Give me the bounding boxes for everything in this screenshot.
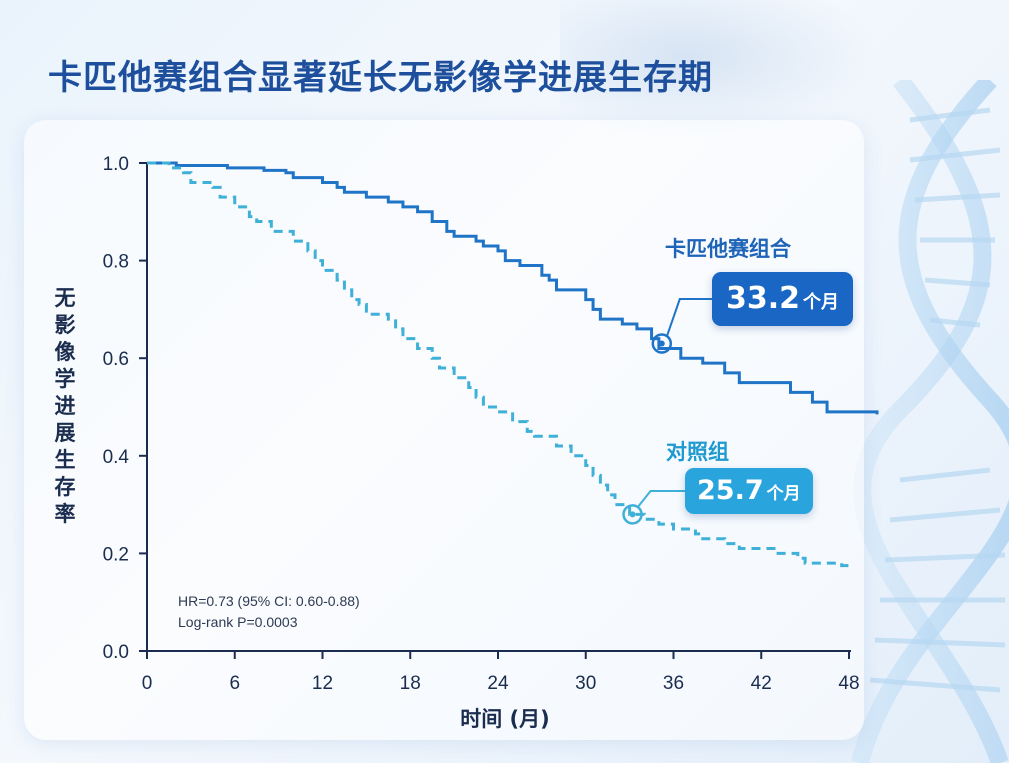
x-tick-label: 48: [838, 673, 859, 694]
legend-combo-label: 卡匹他赛组合: [665, 237, 791, 261]
stats-box: HR=0.73 (95% CI: 0.60-0.88) Log-rank P=0…: [178, 591, 360, 633]
dna-helix-decoration: [851, 80, 1009, 763]
x-tick-label: 42: [751, 673, 772, 694]
combo-median-marker: [651, 333, 673, 354]
legend-control-label: 对照组: [666, 440, 729, 464]
logrank-text: Log-rank P=0.0003: [178, 614, 298, 630]
x-tick-label: 30: [575, 673, 596, 694]
combo-median-dot: [658, 340, 665, 347]
x-tick-label: 12: [312, 673, 333, 694]
x-tick-label: 6: [229, 673, 240, 694]
control-median-marker: [622, 504, 643, 525]
y-axis-label: 无影像学进展生存率: [54, 286, 76, 526]
x-tick-label: 0: [142, 673, 153, 694]
y-tick-label: 1.0: [103, 154, 129, 175]
chart-series: [147, 161, 879, 568]
control-median-dot: [629, 511, 636, 518]
chart-median-markers: [622, 298, 712, 525]
x-axis-label: 时间 (月): [460, 707, 550, 731]
page-title: 卡匹他赛组合显著延长无影像学进展生存期: [48, 58, 713, 98]
x-tick-label: 36: [663, 673, 684, 694]
combo-callout-leader: [665, 298, 712, 337]
control-median-unit: 个月: [766, 484, 801, 504]
combo-median-value: 33.2: [726, 281, 801, 316]
chart-ticks: 0 6 12 18 24 30 36 42 48 0.0 0.2 0.4 0.6 0.8 1.0: [103, 154, 860, 694]
y-tick-label: 0.0: [103, 642, 129, 663]
control-callout-leader: [636, 490, 685, 508]
control-median-value: 25.7: [697, 475, 764, 506]
combo-median-unit: 个月: [803, 292, 840, 313]
y-tick-label: 0.4: [103, 447, 130, 468]
combo-survival-line: [147, 161, 879, 415]
control-survival-line: [147, 161, 849, 568]
y-tick-label: 0.6: [103, 349, 129, 370]
combo-median-callout: 33.2 个月: [712, 272, 854, 326]
control-median-callout: 25.7 个月: [685, 468, 813, 514]
chart-panel: [24, 120, 864, 740]
y-tick-label: 0.8: [103, 252, 129, 273]
y-tick-label: 0.2: [103, 544, 129, 565]
background-world-map: [560, 0, 880, 140]
x-tick-label: 18: [400, 673, 421, 694]
hr-text: HR=0.73 (95% CI: 0.60-0.88): [178, 593, 360, 609]
x-tick-label: 24: [487, 673, 509, 694]
